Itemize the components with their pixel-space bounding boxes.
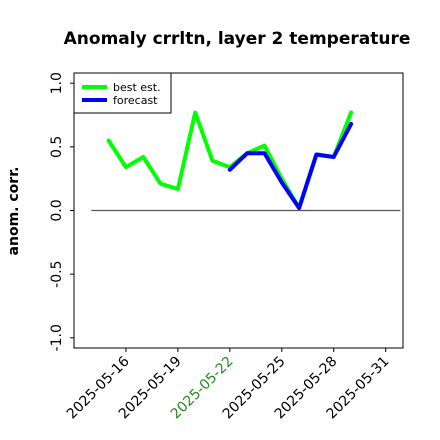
y-tick-label: -0.5	[49, 260, 65, 287]
y-tick-label: 1.0	[49, 72, 65, 94]
y-tick-label: 0.0	[49, 199, 65, 221]
y-axis-label: anom. corr.	[6, 167, 22, 256]
legend-label: forecast	[113, 94, 158, 107]
series-line-forecast	[227, 121, 354, 210]
legend-box	[73, 72, 172, 114]
legend-label: best est.	[113, 81, 161, 94]
y-tick-label: -1.0	[49, 324, 65, 351]
plot-area: -1.0-0.50.00.51.02025-05-162025-05-19202…	[49, 72, 404, 422]
y-tick-label: 0.5	[49, 136, 65, 158]
chart-title: Anomaly crrltn, layer 2 temperature	[64, 29, 411, 49]
